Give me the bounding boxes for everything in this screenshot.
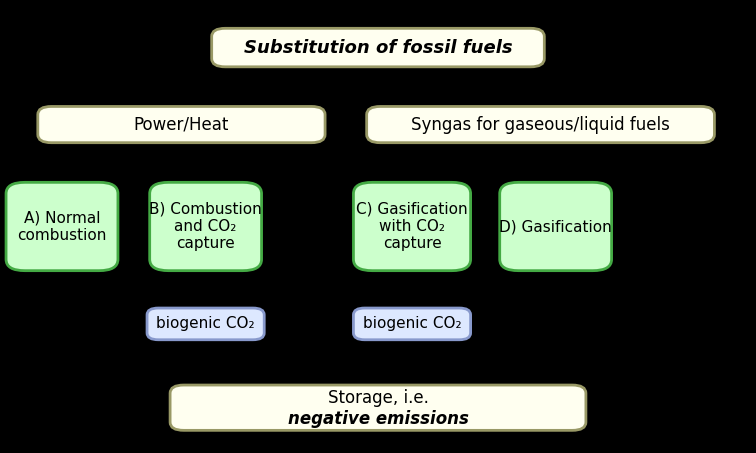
FancyBboxPatch shape — [38, 106, 325, 143]
FancyBboxPatch shape — [6, 183, 118, 271]
FancyBboxPatch shape — [367, 106, 714, 143]
Text: biogenic CO₂: biogenic CO₂ — [156, 316, 255, 332]
Text: negative emissions: negative emissions — [287, 410, 469, 428]
Text: A) Normal
combustion: A) Normal combustion — [17, 210, 107, 243]
FancyBboxPatch shape — [150, 183, 262, 271]
FancyBboxPatch shape — [170, 385, 586, 430]
FancyBboxPatch shape — [212, 28, 544, 67]
Text: Storage, i.e.: Storage, i.e. — [327, 389, 429, 407]
FancyBboxPatch shape — [353, 308, 470, 340]
Text: D) Gasification: D) Gasification — [499, 219, 612, 234]
Text: Power/Heat: Power/Heat — [134, 116, 229, 134]
FancyBboxPatch shape — [353, 183, 470, 271]
Text: biogenic CO₂: biogenic CO₂ — [363, 316, 461, 332]
Text: Substitution of fossil fuels: Substitution of fossil fuels — [243, 39, 513, 57]
FancyBboxPatch shape — [147, 308, 265, 340]
Text: Syngas for gaseous/liquid fuels: Syngas for gaseous/liquid fuels — [411, 116, 670, 134]
Text: B) Combustion
and CO₂
capture: B) Combustion and CO₂ capture — [149, 202, 262, 251]
Text: C) Gasification
with CO₂
capture: C) Gasification with CO₂ capture — [356, 202, 468, 251]
FancyBboxPatch shape — [500, 183, 612, 271]
